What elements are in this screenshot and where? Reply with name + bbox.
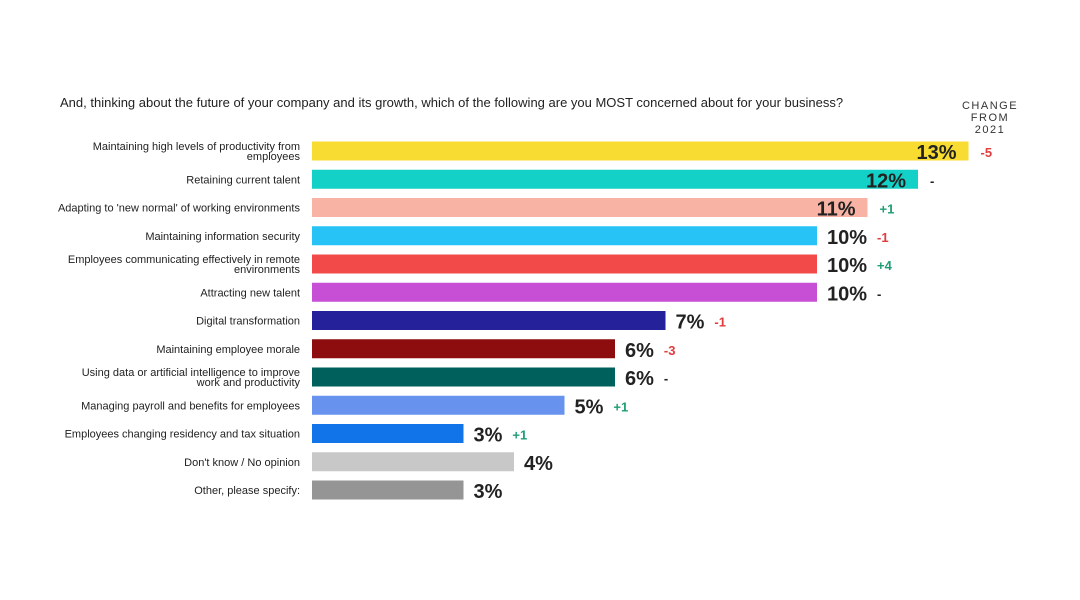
bar	[312, 452, 514, 472]
bar	[312, 198, 868, 217]
category-label: Adapting to 'new normal' of working envi…	[58, 203, 301, 215]
category-label-line: Attracting new talent	[200, 287, 300, 299]
value-label: 6%	[625, 340, 654, 362]
bar	[312, 424, 464, 443]
category-label-line: work and productivity	[196, 377, 301, 389]
bar	[312, 339, 615, 359]
category-label: Digital transformation	[196, 316, 300, 328]
category-label-line: Using data or artificial intelligence to…	[82, 367, 300, 379]
category-label-line: Maintaining high levels of productivity …	[93, 141, 300, 153]
bar	[312, 395, 565, 415]
chart-question-title: And, thinking about the future of your c…	[60, 95, 844, 110]
change-label: -3	[664, 343, 676, 358]
change-label: +4	[877, 258, 893, 273]
category-label: Maintaining high levels of productivity …	[93, 141, 301, 163]
category-label: Maintaining employee morale	[156, 344, 300, 356]
category-label-line: Managing payroll and benefits for employ…	[81, 400, 300, 412]
category-label-line: environments	[234, 264, 301, 276]
change-from-2021-header: CHANGE FROM 2021	[955, 100, 1025, 136]
category-label: Managing payroll and benefits for employ…	[81, 400, 300, 412]
category-label: Employees changing residency and tax sit…	[65, 429, 300, 441]
bar	[312, 282, 817, 302]
change-label: -	[930, 173, 934, 188]
category-label-line: Employees changing residency and tax sit…	[65, 429, 300, 441]
category-label: Don't know / No opinion	[184, 457, 300, 469]
category-label-line: Don't know / No opinion	[184, 457, 300, 469]
value-label: 3%	[474, 425, 503, 447]
value-label: 6%	[625, 368, 654, 390]
category-label-line: Digital transformation	[196, 316, 300, 328]
category-label-line: employees	[247, 151, 301, 163]
category-label-line: Adapting to 'new normal' of working envi…	[58, 203, 301, 215]
category-label: Retaining current talent	[186, 174, 300, 186]
category-label-line: Employees communicating effectively in r…	[68, 254, 300, 266]
change-header-line-2: FROM	[970, 112, 1010, 124]
category-label: Other, please specify:	[194, 485, 300, 497]
value-label: 12%	[866, 170, 906, 192]
change-label: +1	[880, 202, 895, 217]
change-label: +1	[613, 399, 628, 414]
category-label: Maintaining information security	[145, 231, 300, 243]
bar	[312, 480, 464, 500]
category-label-line: Maintaining information security	[145, 231, 300, 243]
value-label: 3%	[474, 481, 503, 503]
bar	[312, 169, 918, 189]
bar	[312, 141, 969, 161]
change-label: -	[877, 286, 881, 301]
value-label: 11%	[817, 199, 856, 221]
bar	[312, 254, 817, 274]
change-label: -5	[981, 145, 993, 160]
change-header-line-1: CHANGE	[961, 100, 1019, 112]
value-label: 5%	[575, 396, 604, 418]
value-label: 4%	[524, 453, 553, 475]
category-label-line: Other, please specify:	[194, 485, 300, 497]
value-label: 13%	[916, 142, 956, 164]
change-label: -1	[714, 315, 726, 330]
change-header-line-3: 2021	[974, 124, 1006, 136]
category-label: Using data or artificial intelligence to…	[82, 367, 301, 389]
bar	[312, 367, 615, 387]
change-label: +1	[512, 428, 527, 443]
bar	[312, 311, 666, 330]
change-label: -	[664, 371, 668, 386]
value-label: 10%	[827, 255, 867, 277]
category-label: Employees communicating effectively in r…	[68, 254, 301, 276]
category-label-line: Maintaining employee morale	[156, 344, 300, 356]
category-label-line: Retaining current talent	[186, 174, 300, 186]
value-label: 7%	[676, 312, 705, 334]
value-label: 10%	[827, 283, 867, 305]
category-label: Attracting new talent	[200, 287, 300, 299]
bar	[312, 226, 817, 246]
change-label: -1	[877, 230, 889, 245]
value-label: 10%	[827, 227, 867, 249]
